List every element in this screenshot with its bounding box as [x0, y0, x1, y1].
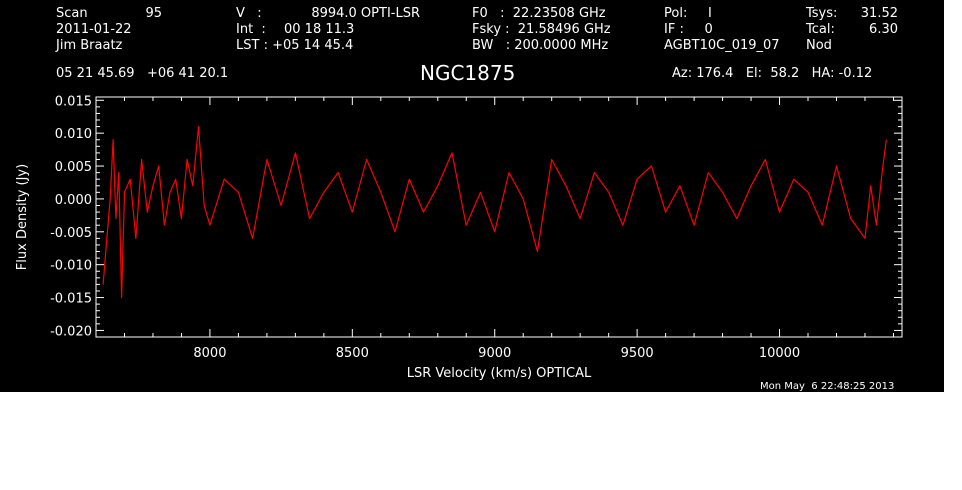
source-name: NGC1875 [420, 61, 516, 85]
y-tick-label: -0.010 [50, 259, 92, 274]
y-tick-label: -0.015 [50, 292, 92, 307]
header-tcal-value: 6.30 [869, 22, 898, 37]
x-tick-label: 8500 [336, 346, 369, 361]
header-if: IF : 0 [664, 22, 713, 37]
y-tick-label: -0.005 [50, 226, 92, 241]
x-tick-label: 8000 [193, 346, 226, 361]
x-tick-label: 9500 [621, 346, 654, 361]
header-scan-label: Scan [56, 6, 88, 21]
y-tick-label: -0.020 [50, 324, 92, 339]
header-tsys-label: Tsys: [806, 6, 838, 21]
header-int-value: 00 18 11.3 [284, 22, 355, 37]
header-procedure: Nod [806, 38, 832, 53]
header-f0: F0 : 22.23508 GHz [472, 6, 606, 21]
header-pol: Pol: I [664, 6, 712, 21]
header-lst: LST : +05 14 45.4 [236, 38, 354, 53]
x-axis-label: LSR Velocity (km/s) OPTICAL [407, 366, 592, 381]
y-axis-label: Flux Density (Jy) [15, 164, 30, 270]
header-observer: Jim Braatz [56, 38, 123, 53]
header-velocity-label: V : [236, 6, 262, 21]
spectrum-line [102, 125, 887, 299]
y-tick-label: 0.005 [55, 160, 92, 175]
x-tick-label: 9000 [478, 346, 511, 361]
header-bw: BW : 200.0000 MHz [472, 38, 609, 53]
header-coordinates: 05 21 45.69 +06 41 20.1 [56, 66, 229, 81]
y-tick-label: 0.000 [55, 193, 92, 208]
y-tick-label: 0.010 [55, 127, 92, 142]
header-project: AGBT10C_019_07 [664, 38, 780, 53]
y-tick-label: 0.015 [55, 94, 92, 109]
header-date: 2011-01-22 [56, 22, 132, 37]
header-tsys-value: 31.52 [860, 6, 898, 21]
header-velocity-value: 8994.0 OPTI-LSR [311, 6, 420, 21]
x-tick-label: 10000 [759, 346, 800, 361]
header-scan-value: 95 [145, 6, 162, 21]
header-fsky: Fsky : 21.58496 GHz [472, 22, 611, 37]
header-int-label: Int : [236, 22, 266, 37]
plot-frame [95, 96, 903, 338]
header-tcal-label: Tcal: [806, 22, 835, 37]
header-az-el-ha: Az: 176.4 El: 58.2 HA: -0.12 [672, 66, 873, 81]
plot-timestamp: Mon May 6 22:48:25 2013 [760, 381, 895, 392]
